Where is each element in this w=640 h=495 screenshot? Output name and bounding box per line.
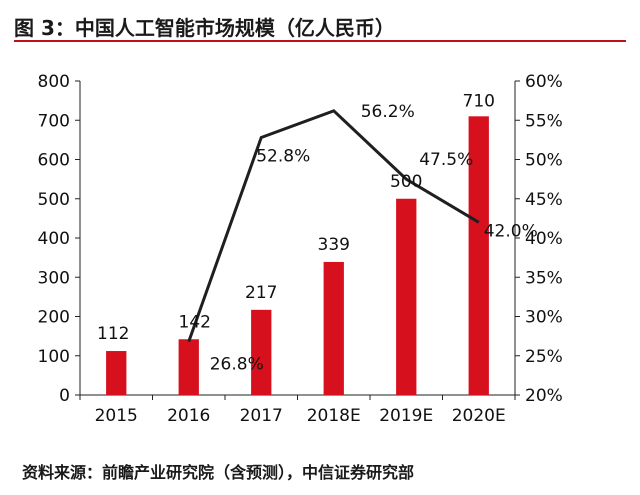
bar-value-label: 710 — [463, 91, 495, 111]
bar — [106, 351, 127, 395]
y-right-tick-label: 35% — [525, 268, 563, 288]
y-left-tick-label: 500 — [38, 190, 70, 210]
bar-value-label: 112 — [97, 324, 129, 344]
y-right-tick-label: 20% — [525, 386, 563, 406]
growth-value-label: 42.0% — [484, 221, 538, 241]
y-right-tick-label: 25% — [525, 347, 563, 367]
y-left-tick-label: 100 — [38, 347, 70, 367]
y-left-tick-label: 300 — [38, 268, 70, 288]
x-tick-label: 2016 — [167, 406, 210, 426]
y-right-tick-label: 40% — [525, 229, 563, 249]
y-right-tick-label: 50% — [525, 151, 563, 171]
bar — [468, 116, 489, 395]
bar-value-label: 500 — [390, 172, 422, 192]
bar-value-label: 217 — [245, 283, 277, 303]
bar-value-label: 142 — [179, 312, 211, 332]
growth-value-label: 26.8% — [210, 355, 264, 375]
title-bar: 图 3：中国人工智能市场规模（亿人民币） — [14, 8, 626, 42]
y-right-tick-label: 60% — [525, 72, 563, 92]
y-left-tick-label: 0 — [59, 386, 70, 406]
x-tick-label: 2015 — [95, 406, 138, 426]
x-tick-label: 2018E — [307, 406, 361, 426]
bar-value-label: 339 — [318, 235, 350, 255]
growth-value-label: 56.2% — [361, 102, 415, 122]
bar — [178, 339, 199, 395]
bar — [251, 309, 272, 395]
x-tick-label: 2020E — [452, 406, 506, 426]
x-tick-label: 2017 — [240, 406, 283, 426]
y-right-tick-label: 30% — [525, 308, 563, 328]
growth-value-label: 47.5% — [419, 150, 473, 170]
y-left-tick-label: 800 — [38, 72, 70, 92]
growth-value-label: 52.8% — [256, 147, 310, 167]
market-size-chart: 0 100 200 300 400 500 600 700 800 20% 25% 30% 35% 40%… — [38, 72, 563, 426]
y-left-tick-label: 700 — [38, 111, 70, 131]
x-tick-label: 2019E — [379, 406, 433, 426]
y-right-tick-label: 45% — [525, 190, 563, 210]
chart-title: 图 3：中国人工智能市场规模（亿人民币） — [14, 16, 395, 40]
y-left-tick-label: 200 — [38, 308, 70, 328]
title-divider — [14, 40, 626, 42]
bar — [323, 261, 344, 395]
source-note: 资料来源：前瞻产业研究院（含预测），中信证券研究部 — [22, 463, 415, 482]
y-left-tick-label: 600 — [38, 151, 70, 171]
y-right-tick-label: 55% — [525, 111, 563, 131]
bar — [396, 198, 417, 395]
y-left-tick-label: 400 — [38, 229, 70, 249]
